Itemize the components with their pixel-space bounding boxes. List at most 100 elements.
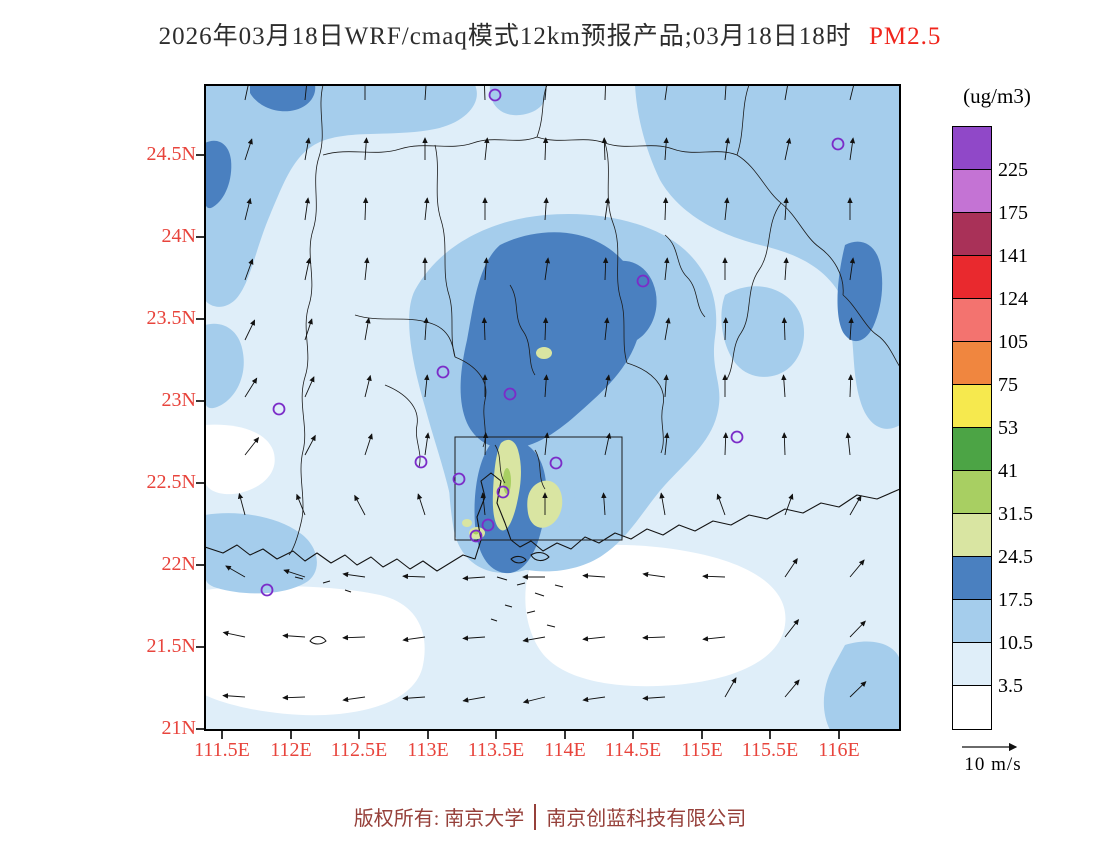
wind-vector-arrow: [480, 492, 486, 516]
wind-vector-arrow: [462, 635, 486, 641]
wind-reference-label: 10 m/s: [964, 754, 1022, 775]
wind-vector-arrow: [402, 695, 426, 701]
colorbar-cell: [953, 256, 991, 299]
colorbar-tick-label: 3.5: [998, 675, 1023, 697]
wind-vector-arrow: [424, 197, 430, 221]
colorbar-tick-label: 53: [998, 417, 1018, 439]
wind-vector-arrow: [582, 636, 606, 642]
wind-vector-arrow: [784, 85, 789, 101]
lat-axis-label: 22N: [161, 553, 196, 575]
wind-vector-arrow: [849, 681, 867, 698]
wind-vector-arrow: [304, 85, 308, 101]
wind-vector-arrow: [784, 137, 792, 161]
wind-vector-arrow: [424, 374, 430, 398]
colorbar-cell: [953, 299, 991, 342]
colorbar-tick-label: 24.5: [998, 546, 1033, 568]
colorbar-cell: [953, 428, 991, 471]
wind-vector-arrow: [664, 257, 670, 281]
lat-axis-label: 21N: [161, 717, 196, 739]
station-marker: [481, 518, 495, 532]
wind-vector-arrow: [724, 197, 730, 221]
wind-vector-arrow: [296, 493, 306, 516]
wind-vector-arrow: [244, 319, 256, 341]
fill-khaki-north-dot: [536, 347, 552, 359]
fill-blue2-east: [721, 286, 805, 377]
wind-vector-arrow: [304, 318, 313, 341]
wind-vector-arrow: [483, 257, 489, 281]
wind-vector-arrow: [724, 677, 737, 698]
colorbar-tick-label: 225: [998, 159, 1028, 181]
wind-vector-arrow: [362, 197, 369, 221]
wind-vector-arrow: [781, 432, 788, 456]
copyright-divider: [534, 803, 537, 830]
wind-vector-arrow: [304, 434, 316, 456]
wind-vector-arrow: [222, 693, 246, 699]
lon-axis-label: 113E: [407, 739, 449, 761]
boundary-inner-5: [626, 362, 664, 454]
boundary-inner-3: [354, 314, 456, 358]
lon-axis-label: 112.5E: [330, 739, 388, 761]
wind-vector-arrow: [702, 573, 726, 580]
wind-vector-arrow: [482, 432, 489, 456]
station-marker: [636, 274, 650, 288]
wind-vector-arrow: [244, 258, 254, 281]
wind-vector-arrow: [462, 696, 486, 703]
wind-vector-arrow: [783, 257, 789, 281]
boundary-inner-9: [664, 234, 706, 318]
station-marker: [549, 456, 563, 470]
boundary-east-1: [736, 154, 844, 296]
copyright-line: 版权所有: 南京大学 南京创蓝科技有限公司: [0, 802, 1100, 831]
colorbar-cell: [953, 686, 991, 729]
lon-axis-label: 116E: [818, 739, 860, 761]
wind-vector-arrow: [783, 197, 789, 221]
lon-axis-label: 115E: [681, 739, 723, 761]
island-lantau: [510, 555, 527, 564]
fill-white-south: [525, 544, 786, 687]
wind-vector-arrow: [544, 257, 551, 281]
fill-blue2-nw: [205, 85, 477, 307]
station-marker: [452, 472, 466, 486]
colorbar-tick-label: 17.5: [998, 589, 1033, 611]
fill-blue2-westedge: [205, 323, 244, 409]
wind-vector-arrow: [342, 571, 366, 578]
wind-vector-arrow: [283, 569, 306, 578]
colorbar-cell: [953, 213, 991, 256]
boundary-prd-inner: [494, 444, 546, 490]
wind-vector-layer: [222, 85, 867, 704]
wind-vector-arrow: [423, 317, 429, 341]
wind-vector-arrow: [542, 137, 549, 161]
fill-blue3-top: [250, 85, 316, 112]
fill-blue3-core-east: [596, 260, 657, 344]
copyright-company: 南京创蓝科技有限公司: [546, 808, 747, 830]
wind-vector-arrow: [724, 137, 731, 161]
fill-white-sw: [205, 586, 425, 716]
wind-vector-arrow: [225, 565, 246, 578]
wind-vector-arrow: [364, 374, 372, 398]
wind-vector-arrow: [601, 492, 607, 516]
station-marker: [436, 365, 450, 379]
wind-reference-legend: 10 m/s: [948, 738, 1038, 776]
wind-vector-arrow: [582, 573, 606, 579]
wind-vector-arrow: [484, 85, 486, 101]
wind-vector-arrow: [784, 558, 798, 578]
boundary-inner-4: [604, 142, 628, 364]
wind-vector-arrow: [402, 573, 426, 580]
boundary-north-1: [322, 136, 538, 156]
wind-vector-arrow: [282, 694, 306, 701]
wind-vector-arrow: [784, 493, 794, 516]
lat-axis-label: 22.5N: [146, 471, 196, 493]
lat-axis-label: 23.5N: [146, 307, 196, 329]
colorbar-tick-label: 175: [998, 202, 1028, 224]
wind-vector-arrow: [222, 630, 246, 638]
station-marker: [488, 88, 502, 102]
colorbar-cell: [953, 557, 991, 600]
boundary-north-4: [736, 85, 750, 156]
colorbar-labels: 225 175 141 124 105 75 53 41 31.5 24.5 17.5 10.5 3.5: [998, 127, 1058, 731]
island-hongkong: [530, 552, 550, 562]
fill-blue2-ne: [635, 85, 900, 429]
wind-vector-arrow: [542, 317, 549, 341]
wind-vector-arrow: [604, 317, 610, 341]
wind-vector-arrow: [601, 137, 608, 161]
wind-vector-arrow: [604, 374, 611, 398]
